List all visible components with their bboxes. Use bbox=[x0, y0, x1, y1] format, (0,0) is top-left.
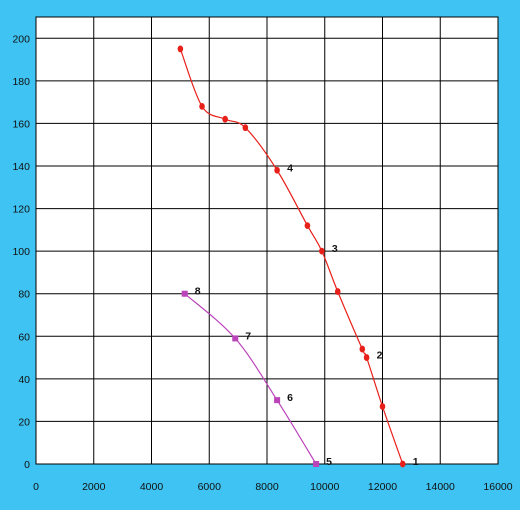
y-tick-label: 80 bbox=[18, 289, 30, 301]
point-label: 3 bbox=[332, 243, 338, 255]
data-point bbox=[334, 288, 341, 295]
data-point bbox=[359, 345, 366, 353]
x-tick-label: 14000 bbox=[426, 481, 455, 493]
y-tick-label: 140 bbox=[12, 161, 30, 173]
y-tick-label: 180 bbox=[12, 76, 30, 88]
x-tick-label: 6000 bbox=[198, 481, 222, 493]
x-tick-label: 12000 bbox=[368, 481, 397, 493]
data-point bbox=[232, 335, 239, 342]
point-label: 1 bbox=[413, 456, 419, 468]
y-tick-label: 160 bbox=[12, 118, 30, 130]
x-tick-label: 0 bbox=[33, 481, 39, 493]
point-label: 2 bbox=[377, 350, 383, 362]
point-label: 4 bbox=[287, 162, 293, 174]
data-point bbox=[363, 354, 370, 361]
point-label: 8 bbox=[195, 286, 201, 298]
data-point bbox=[199, 103, 205, 110]
point-annotations: 4 3 2 1 8 7 6 5 bbox=[195, 162, 419, 468]
y-tick-label: 100 bbox=[12, 246, 30, 258]
data-point bbox=[177, 45, 184, 53]
point-label: 7 bbox=[245, 330, 251, 342]
y-tick-label: 60 bbox=[18, 331, 30, 343]
grid-lines bbox=[35, 16, 499, 465]
data-point bbox=[313, 461, 320, 467]
data-point bbox=[274, 397, 281, 404]
x-tick-label: 4000 bbox=[140, 481, 164, 493]
x-tick-label: 2000 bbox=[82, 481, 106, 493]
x-tick-label: 10000 bbox=[310, 481, 339, 493]
data-point bbox=[304, 222, 311, 230]
plot-frame bbox=[35, 16, 499, 465]
point-label: 6 bbox=[287, 392, 293, 404]
data-point bbox=[399, 460, 406, 468]
y-tick-label: 120 bbox=[12, 204, 30, 216]
data-point bbox=[181, 290, 188, 297]
y-tick-label: 200 bbox=[12, 33, 30, 45]
x-tick-label: 8000 bbox=[255, 481, 279, 493]
data-point bbox=[274, 166, 280, 174]
data-point bbox=[242, 124, 249, 132]
point-label: 5 bbox=[326, 456, 332, 468]
tick-labels: 0 2000 4000 6000 8000 10000 12000 14000 16000 0 20… bbox=[12, 33, 512, 493]
data-point bbox=[319, 247, 325, 255]
y-tick-label: 40 bbox=[18, 374, 30, 386]
y-tick-label: 20 bbox=[18, 416, 30, 428]
data-point bbox=[222, 115, 228, 123]
series-line bbox=[184, 293, 317, 465]
data-point bbox=[379, 403, 386, 410]
data-series bbox=[177, 45, 406, 468]
x-tick-label: 16000 bbox=[483, 481, 512, 493]
y-tick-label: 0 bbox=[24, 459, 30, 471]
